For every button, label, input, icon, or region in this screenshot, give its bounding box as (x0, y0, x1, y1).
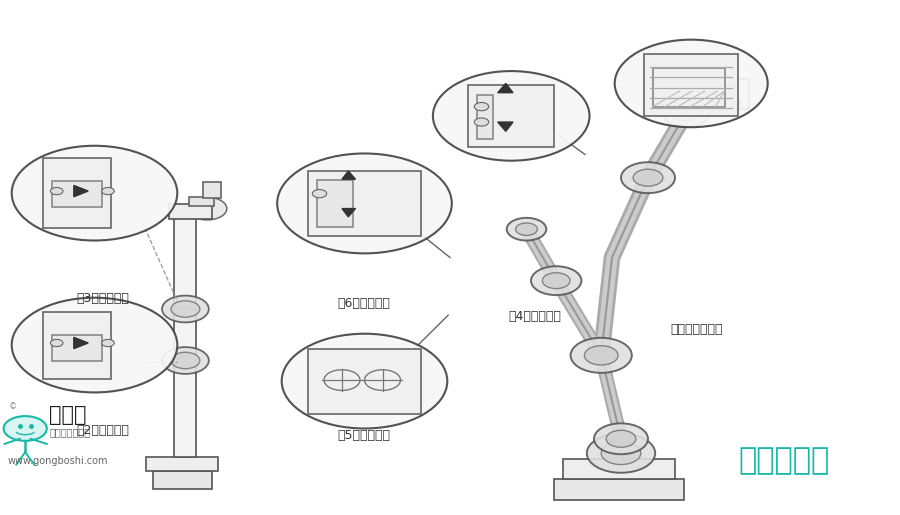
Bar (308, 171, 421, 236)
Circle shape (277, 153, 452, 253)
Bar (189, 197, 214, 206)
Bar (716, 88, 734, 103)
Circle shape (187, 197, 227, 220)
Circle shape (12, 146, 177, 241)
Circle shape (594, 423, 648, 454)
Circle shape (709, 97, 731, 109)
Circle shape (102, 339, 114, 347)
Text: 工博士: 工博士 (50, 405, 87, 425)
Bar (308, 349, 421, 414)
Circle shape (584, 346, 618, 365)
Circle shape (282, 334, 447, 428)
Circle shape (662, 100, 709, 127)
Polygon shape (498, 122, 513, 131)
Circle shape (12, 298, 177, 392)
Text: 第2轴原点记号: 第2轴原点记号 (76, 423, 130, 437)
Bar (174, 307, 196, 457)
Text: www.gongboshi.com: www.gongboshi.com (7, 455, 108, 466)
Bar (644, 54, 738, 116)
Bar (202, 182, 220, 198)
Text: 第１轴原点记号: 第１轴原点记号 (670, 323, 723, 336)
Text: 智能工厂服务商: 智能工厂服务商 (50, 427, 91, 437)
Circle shape (607, 431, 635, 447)
Circle shape (543, 273, 570, 288)
Bar (146, 457, 218, 471)
Circle shape (162, 347, 209, 374)
Bar (174, 206, 196, 309)
Bar (317, 180, 353, 227)
Bar (43, 158, 111, 228)
Circle shape (571, 338, 632, 373)
Circle shape (162, 296, 209, 322)
Bar (554, 479, 684, 500)
Bar (43, 312, 111, 379)
Circle shape (507, 218, 546, 241)
Circle shape (50, 187, 63, 195)
Circle shape (102, 187, 114, 195)
Circle shape (312, 190, 327, 198)
Text: ©: © (9, 402, 17, 411)
Text: 第6轴原点记号: 第6轴原点记号 (338, 297, 391, 311)
Circle shape (615, 40, 768, 127)
Bar (153, 471, 211, 489)
Circle shape (531, 266, 581, 295)
Bar (562, 459, 675, 479)
Circle shape (474, 118, 489, 126)
Circle shape (621, 162, 675, 193)
Circle shape (4, 416, 47, 441)
Circle shape (601, 442, 641, 465)
Circle shape (516, 223, 537, 235)
Circle shape (50, 339, 63, 347)
Polygon shape (342, 171, 356, 179)
Polygon shape (74, 185, 88, 197)
Text: 第4轴原点记号: 第4轴原点记号 (508, 310, 562, 323)
Polygon shape (342, 209, 356, 217)
Bar (711, 79, 749, 109)
Bar (477, 95, 493, 139)
Circle shape (673, 106, 698, 121)
Circle shape (171, 301, 200, 317)
Text: 自动秒链接: 自动秒链接 (738, 447, 829, 475)
Circle shape (474, 102, 489, 111)
Text: 第5轴原点记号: 第5轴原点记号 (338, 428, 391, 442)
Bar (652, 68, 724, 107)
Circle shape (171, 352, 200, 369)
Bar (468, 85, 554, 147)
Polygon shape (74, 337, 88, 349)
Bar (169, 204, 212, 219)
Bar (52, 335, 102, 360)
Circle shape (587, 434, 655, 473)
Text: 第3轴原点记号: 第3轴原点记号 (76, 292, 130, 305)
Circle shape (634, 169, 662, 186)
Polygon shape (498, 83, 513, 93)
Circle shape (433, 71, 590, 161)
Bar (52, 181, 102, 207)
Circle shape (700, 92, 740, 114)
